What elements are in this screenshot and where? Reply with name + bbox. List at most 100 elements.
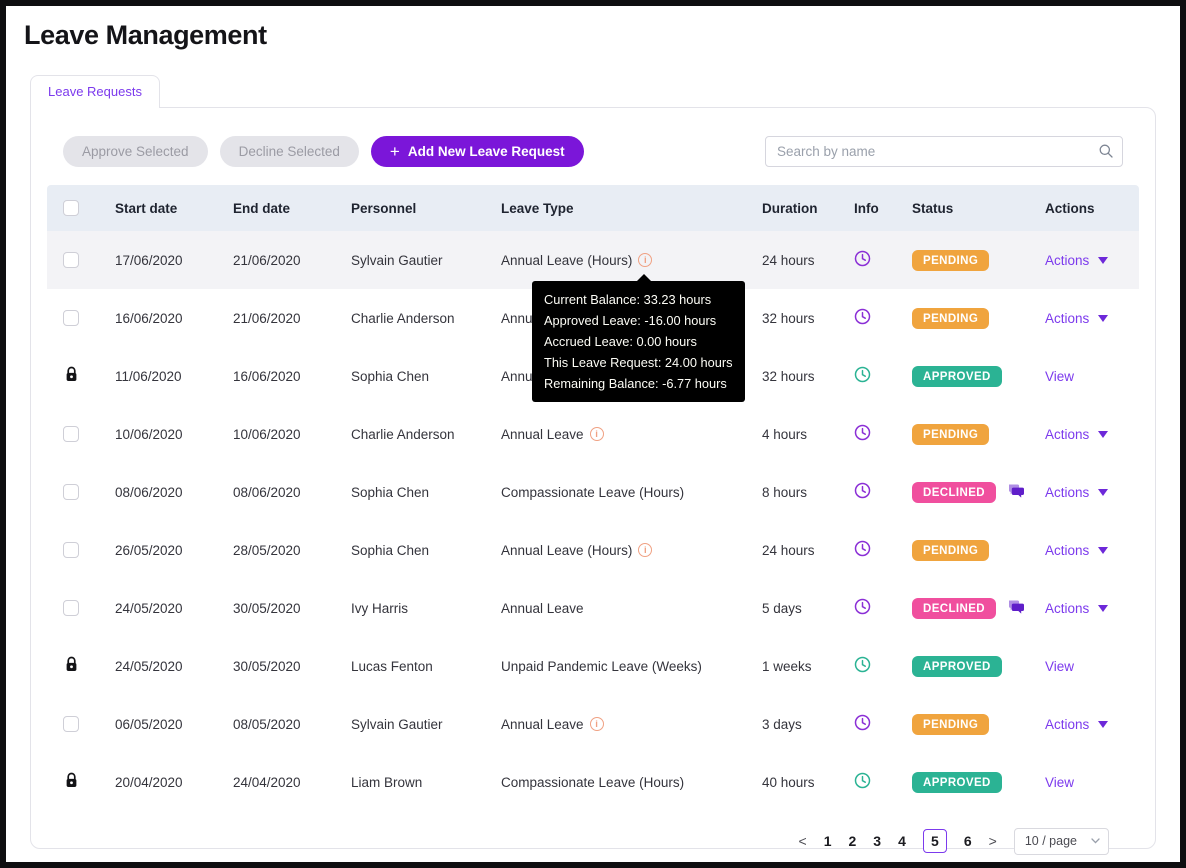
clock-icon[interactable] [854, 308, 871, 325]
info-icon[interactable]: i [638, 253, 653, 267]
row-checkbox[interactable] [63, 600, 79, 616]
approve-selected-button[interactable]: Approve Selected [63, 136, 208, 167]
status-badge: PENDING [912, 539, 990, 561]
page-size-select[interactable]: 10 / page [1013, 827, 1109, 855]
select-all-checkbox[interactable] [63, 200, 79, 216]
row-checkbox[interactable] [63, 252, 79, 268]
clock-icon[interactable] [854, 250, 871, 267]
personnel-cell: Lucas Fenton [351, 658, 433, 674]
prev-page-icon[interactable]: < [798, 833, 807, 849]
table-row: 24/05/2020 30/05/2020 Lucas Fenton Unpai… [47, 637, 1139, 695]
end-date-cell: 24/04/2020 [233, 774, 301, 790]
clock-icon[interactable] [854, 540, 871, 557]
duration-cell: 32 hours [762, 368, 815, 384]
info-cell [834, 540, 892, 560]
clock-icon[interactable] [854, 714, 871, 731]
tab-leave-requests[interactable]: Leave Requests [30, 75, 160, 108]
end-date-cell: 10/06/2020 [233, 426, 301, 442]
actions-cell: Actions [1025, 543, 1139, 558]
page-current[interactable]: 5 [922, 829, 947, 853]
clock-icon[interactable] [854, 482, 871, 499]
page-6[interactable]: 6 [963, 833, 972, 849]
add-new-leave-request-button[interactable]: + Add New Leave Request [370, 136, 584, 167]
table-row: 17/06/2020 21/06/2020 Sylvain Gautier An… [47, 231, 1139, 289]
info-cell [834, 308, 892, 328]
view-link[interactable]: View [1045, 368, 1075, 384]
info-icon[interactable]: i [638, 543, 653, 557]
status-cell: PENDING [892, 307, 1025, 329]
info-icon[interactable]: i [589, 427, 604, 441]
clock-icon[interactable] [854, 424, 871, 441]
end-date-cell: 21/06/2020 [233, 310, 301, 326]
leave-type-cell: Annual Leave (Hours) i [481, 543, 742, 558]
end-date-cell: 08/06/2020 [233, 484, 301, 500]
search-input[interactable] [765, 136, 1123, 167]
chevron-down-icon [1091, 838, 1100, 844]
actions-cell: View [1025, 775, 1139, 790]
next-page-icon[interactable]: > [988, 833, 997, 849]
row-checkbox[interactable] [63, 542, 79, 558]
start-date-cell: 06/05/2020 [115, 716, 183, 732]
actions-cell: Actions [1025, 601, 1139, 616]
actions-menu-button[interactable]: Actions [1045, 427, 1109, 442]
actions-menu-button[interactable]: Actions [1045, 485, 1109, 500]
leave-requests-table: Start date End date Personnel Leave Type… [47, 185, 1139, 811]
actions-menu-button[interactable]: Actions [1045, 717, 1109, 732]
end-date-cell: 21/06/2020 [233, 252, 301, 268]
page-3[interactable]: 3 [873, 833, 882, 849]
actions-cell: View [1025, 659, 1139, 674]
status-badge: DECLINED [912, 597, 996, 619]
table-row: 08/06/2020 08/06/2020 Sophia Chen Compas… [47, 463, 1139, 521]
leave-type-label: Compassionate Leave (Hours) [501, 484, 685, 500]
table-row: 24/05/2020 30/05/2020 Ivy Harris Annual … [47, 579, 1139, 637]
row-checkbox[interactable] [63, 716, 79, 732]
clock-icon[interactable] [854, 598, 871, 615]
status-badge: APPROVED [912, 365, 1002, 387]
lock-icon [64, 772, 79, 792]
start-date-cell: 26/05/2020 [115, 542, 183, 558]
duration-cell: 24 hours [762, 252, 815, 268]
view-link[interactable]: View [1045, 658, 1075, 674]
duration-cell: 5 days [762, 600, 802, 616]
actions-menu-button[interactable]: Actions [1045, 253, 1109, 268]
col-duration: Duration [762, 200, 818, 216]
actions-menu-button[interactable]: Actions [1045, 601, 1109, 616]
actions-cell: Actions [1025, 717, 1139, 732]
col-actions: Actions [1045, 200, 1095, 216]
page-4[interactable]: 4 [898, 833, 906, 849]
clock-icon[interactable] [854, 772, 871, 789]
page-1[interactable]: 1 [823, 833, 832, 849]
comment-icon[interactable] [1003, 600, 1025, 618]
comment-icon[interactable] [1003, 484, 1025, 502]
row-checkbox[interactable] [63, 310, 79, 326]
status-badge: PENDING [912, 307, 990, 329]
tooltip-line: Current Balance: 33.23 hours [544, 292, 712, 307]
status-cell: PENDING [892, 713, 1025, 735]
start-date-cell: 24/05/2020 [115, 658, 183, 674]
row-checkbox[interactable] [63, 426, 79, 442]
page-2[interactable]: 2 [848, 833, 857, 849]
view-link[interactable]: View [1045, 774, 1075, 790]
status-cell: DECLINED [892, 481, 1025, 503]
actions-menu-button[interactable]: Actions [1045, 311, 1109, 326]
start-date-cell: 10/06/2020 [115, 426, 183, 442]
decline-selected-button[interactable]: Decline Selected [219, 136, 359, 167]
tooltip-line: Remaining Balance: -6.77 hours [544, 376, 727, 391]
status-badge: PENDING [912, 423, 990, 445]
row-checkbox[interactable] [63, 484, 79, 500]
start-date-cell: 17/06/2020 [115, 252, 183, 268]
personnel-cell: Sylvain Gautier [351, 716, 443, 732]
col-info: Info [854, 200, 879, 216]
clock-icon[interactable] [854, 366, 871, 383]
search-icon [1098, 143, 1114, 164]
lock-icon [64, 366, 79, 386]
info-icon[interactable]: i [589, 717, 604, 731]
info-cell [834, 424, 892, 444]
info-cell [834, 366, 892, 386]
actions-menu-button[interactable]: Actions [1045, 543, 1109, 558]
clock-icon[interactable] [854, 656, 871, 673]
end-date-cell: 30/05/2020 [233, 600, 301, 616]
